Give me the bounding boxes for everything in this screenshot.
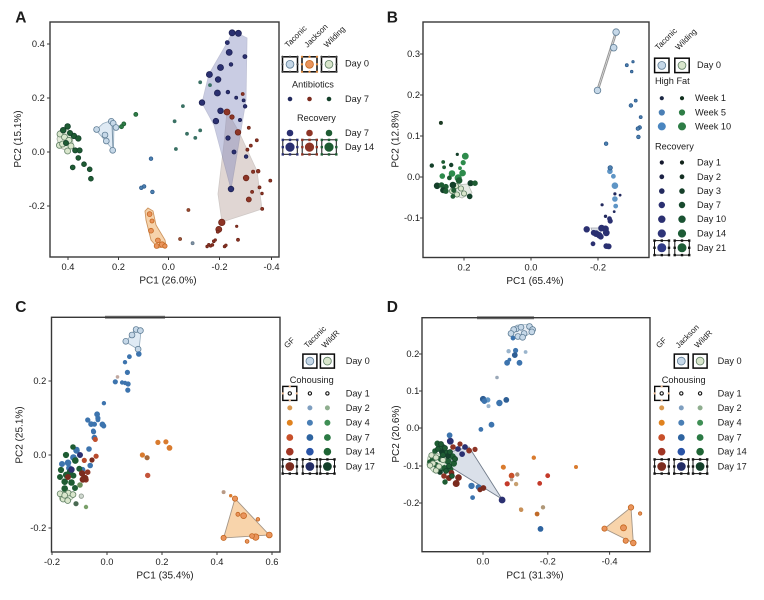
- svg-text:0.0: 0.0: [525, 262, 538, 272]
- svg-text:Day 21: Day 21: [697, 243, 726, 253]
- svg-text:0.2: 0.2: [458, 262, 471, 272]
- svg-text:0.1: 0.1: [407, 131, 420, 141]
- svg-text:0.0: 0.0: [407, 172, 420, 182]
- svg-text:-0.2: -0.2: [44, 557, 60, 567]
- svg-text:Day 2: Day 2: [346, 403, 370, 413]
- svg-text:Day 7: Day 7: [346, 433, 370, 443]
- svg-text:0.2: 0.2: [32, 93, 45, 103]
- svg-text:Day 14: Day 14: [345, 142, 374, 152]
- svg-text:-0.2: -0.2: [30, 523, 46, 533]
- svg-text:-0.4: -0.4: [602, 557, 618, 567]
- svg-text:-0.4: -0.4: [263, 262, 279, 272]
- svg-text:0.0: 0.0: [33, 450, 46, 460]
- svg-text:PC2 (20.6%): PC2 (20.6%): [391, 405, 402, 462]
- svg-text:-0.1: -0.1: [404, 213, 420, 223]
- svg-text:Day 10: Day 10: [697, 214, 726, 224]
- svg-text:Day 0: Day 0: [346, 356, 370, 366]
- svg-text:-0.2: -0.2: [211, 262, 227, 272]
- svg-text:0.0: 0.0: [162, 262, 175, 272]
- svg-text:0.3: 0.3: [407, 49, 420, 59]
- svg-text:PC1 (35.4%): PC1 (35.4%): [136, 571, 193, 582]
- svg-text:Day 2: Day 2: [718, 403, 742, 413]
- svg-text:Cohousing: Cohousing: [290, 375, 334, 385]
- svg-text:Day 7: Day 7: [345, 128, 369, 138]
- svg-text:0.0: 0.0: [477, 557, 490, 567]
- svg-text:0.0: 0.0: [32, 147, 45, 157]
- svg-text:0.4: 0.4: [211, 557, 224, 567]
- svg-text:Day 0: Day 0: [697, 60, 721, 70]
- svg-text:Day 4: Day 4: [346, 418, 370, 428]
- svg-text:0.6: 0.6: [266, 557, 279, 567]
- svg-text:0.2: 0.2: [407, 90, 420, 100]
- svg-text:PC2 (12.8%): PC2 (12.8%): [391, 110, 402, 167]
- svg-text:Day 2: Day 2: [697, 172, 721, 182]
- svg-text:0.2: 0.2: [156, 557, 169, 567]
- svg-text:High Fat: High Fat: [655, 76, 690, 86]
- svg-text:Week 10: Week 10: [695, 121, 731, 131]
- svg-text:PC1 (65.4%): PC1 (65.4%): [506, 276, 563, 287]
- svg-text:B: B: [387, 10, 398, 27]
- svg-text:Day 7: Day 7: [718, 433, 742, 443]
- svg-text:-0.2: -0.2: [590, 262, 606, 272]
- svg-text:A: A: [15, 9, 26, 26]
- svg-text:PC2 (25.1%): PC2 (25.1%): [15, 406, 26, 463]
- svg-text:Day 1: Day 1: [346, 388, 370, 398]
- svg-text:-0.2: -0.2: [540, 557, 556, 567]
- svg-text:0.0: 0.0: [406, 423, 419, 433]
- svg-text:0.4: 0.4: [32, 39, 45, 49]
- svg-text:-0.2: -0.2: [29, 201, 45, 211]
- svg-text:Day 7: Day 7: [697, 200, 721, 210]
- svg-text:Day 4: Day 4: [718, 418, 742, 428]
- svg-text:PC1 (31.3%): PC1 (31.3%): [506, 570, 563, 581]
- svg-text:Day 14: Day 14: [346, 447, 375, 457]
- svg-text:Day 14: Day 14: [697, 229, 726, 239]
- svg-text:Day 3: Day 3: [697, 186, 721, 196]
- svg-text:0.2: 0.2: [112, 262, 125, 272]
- svg-text:Day 17: Day 17: [718, 462, 747, 472]
- svg-text:Day 7: Day 7: [345, 94, 369, 104]
- svg-text:-0.2: -0.2: [403, 498, 419, 508]
- svg-text:Day 14: Day 14: [718, 447, 747, 457]
- svg-text:0.1: 0.1: [406, 386, 419, 396]
- svg-text:0.2: 0.2: [406, 349, 419, 359]
- svg-text:D: D: [387, 299, 398, 316]
- svg-text:PC1 (26.0%): PC1 (26.0%): [139, 276, 196, 287]
- svg-text:0.2: 0.2: [33, 376, 46, 386]
- svg-text:0.4: 0.4: [62, 262, 75, 272]
- svg-text:Day 17: Day 17: [346, 462, 375, 472]
- svg-text:Week 1: Week 1: [695, 93, 726, 103]
- svg-text:Recovery: Recovery: [297, 113, 336, 123]
- svg-text:Cohousing: Cohousing: [662, 375, 706, 385]
- svg-text:PC2 (15.1%): PC2 (15.1%): [13, 110, 24, 167]
- svg-text:Day 0: Day 0: [345, 59, 369, 69]
- svg-text:C: C: [15, 299, 26, 316]
- svg-text:Week 5: Week 5: [695, 108, 726, 118]
- svg-text:Day 1: Day 1: [718, 388, 742, 398]
- svg-text:Antibiotics: Antibiotics: [292, 80, 334, 90]
- svg-text:Day 1: Day 1: [697, 158, 721, 168]
- svg-text:Recovery: Recovery: [655, 142, 694, 152]
- svg-text:-0.1: -0.1: [403, 461, 419, 471]
- svg-text:0.0: 0.0: [101, 557, 114, 567]
- svg-text:Day 0: Day 0: [718, 356, 742, 366]
